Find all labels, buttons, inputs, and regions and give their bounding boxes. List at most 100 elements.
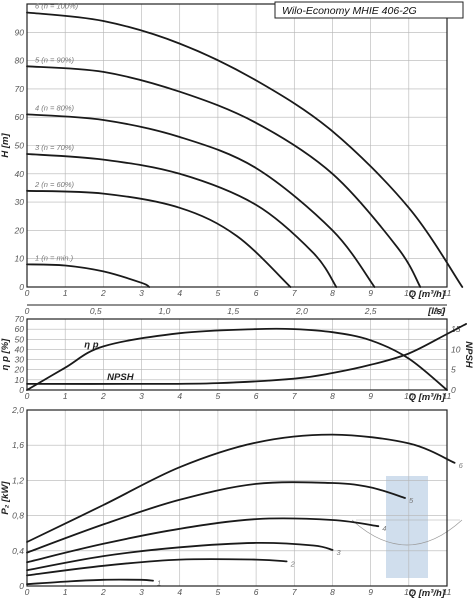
x-tick-label: 8: [330, 587, 335, 597]
x-axis-label: Q [m³/h]: [409, 289, 446, 300]
series-line-head-2: [26, 113, 376, 288]
secondary-x-tick-label: 1,0: [159, 306, 171, 316]
x-tick-label: 3: [139, 288, 144, 298]
x-tick-label: 9: [368, 391, 373, 401]
secondary-x-axis-label: [l/s]: [427, 306, 446, 317]
power-chart: 0 1 2 3 4 5 6 7 8 9 10 11 0 0,4 0,8 1,2 1,6 2,0 Q [m³/h] P₂…: [0, 405, 464, 599]
y-tick-label: 30: [15, 355, 25, 365]
title-frame: [274, 1, 464, 19]
chart-title: Wilo-Economy MHIE 406-2G: [282, 5, 417, 17]
x-tick-label: 10: [404, 288, 414, 298]
secondary-x-tick-label: 3,0: [433, 306, 445, 316]
x-tick-label: 11: [443, 288, 452, 298]
y-tick-label: 1,2: [12, 475, 24, 485]
series-line-head-3: [26, 153, 338, 288]
series-label: 4: [382, 524, 386, 533]
y-tick-label: 70: [15, 314, 25, 324]
series-label: 1 (n = min.): [35, 253, 74, 262]
x-tick-label: 0: [25, 587, 30, 597]
series-label: 2: [290, 559, 296, 568]
series-line-head-0: [26, 11, 464, 288]
y-tick-label: 10: [15, 254, 25, 264]
y-tick-label: 1,6: [12, 440, 24, 450]
series-label: 6: [459, 461, 464, 470]
x-tick-label: 8: [330, 391, 335, 401]
x-tick-label: 2: [100, 587, 106, 597]
series-label: 2 (n = 60%): [34, 180, 74, 189]
series-line-efficiency-npsh-1: [26, 323, 467, 385]
plot-frame: [26, 318, 448, 391]
x-tick-label: 7: [292, 587, 297, 597]
x-tick-label: 0: [25, 288, 30, 298]
series-label: 4 (n = 80%): [35, 103, 74, 112]
x-tick-label: 0: [25, 391, 30, 401]
x-tick-label: 3: [139, 587, 144, 597]
y-tick-label: 40: [15, 344, 25, 354]
secondary-x-tick-label: 1,5: [227, 306, 239, 316]
series-label: 5 (n = 90%): [35, 55, 74, 64]
x-tick-label: 7: [292, 391, 297, 401]
x-tick-label: 10: [404, 587, 414, 597]
x-tick-label: 5: [216, 391, 221, 401]
y-right-tick-label: 10: [451, 344, 461, 354]
y-tick-label: 30: [15, 197, 25, 207]
y-right-axis-label: NPSH: [463, 341, 474, 369]
y-tick-label: 0,8: [12, 511, 24, 521]
y-axis-label: H [m]: [0, 133, 11, 158]
series-line-power-5: [26, 578, 154, 586]
x-tick-label: 2: [100, 391, 106, 401]
series-label: 5: [409, 496, 414, 505]
x-tick-label: 11: [443, 587, 452, 597]
y-tick-label: 60: [15, 112, 25, 122]
y-tick-label: 50: [15, 141, 25, 151]
plot-frame: [26, 3, 448, 288]
secondary-x-tick-label: 0: [25, 306, 30, 316]
secondary-x-tick-label: 2,5: [364, 306, 377, 316]
x-tick-label: 9: [368, 288, 373, 298]
y-tick-label: 2,0: [11, 405, 24, 415]
x-tick-label: 8: [330, 288, 335, 298]
x-tick-label: 11: [443, 391, 452, 401]
x-tick-label: 1: [63, 288, 68, 298]
x-tick-label: 4: [177, 587, 182, 597]
title-box: Wilo-Economy MHIE 406-2G: [274, 1, 464, 19]
x-axis-label: Q [m³/h]: [409, 588, 446, 599]
x-tick-label: 7: [292, 288, 297, 298]
y-tick-label: 10: [15, 375, 25, 385]
x-tick-label: 4: [177, 391, 182, 401]
series-label: 3: [336, 548, 341, 557]
secondary-x-tick-label: 0,5: [90, 306, 102, 316]
series-line-power-2: [26, 517, 380, 564]
series-label: 3 (n = 70%): [35, 143, 74, 152]
y-tick-label: 20: [14, 365, 25, 375]
series-label: η p: [84, 339, 98, 350]
plot-frame: [26, 409, 448, 587]
series-line-efficiency-npsh-0: [26, 327, 448, 391]
y-right-tick-label: 5: [451, 365, 456, 375]
series-line-power-3: [26, 541, 334, 572]
y-tick-label: 50: [15, 334, 25, 344]
x-tick-label: 6: [254, 391, 259, 401]
x-tick-label: 3: [139, 391, 144, 401]
series-label: 6 (n = 100%): [35, 1, 79, 10]
y-tick-label: 0,4: [12, 546, 24, 556]
watermark-arc: [351, 519, 463, 546]
series-line-head-1: [26, 65, 422, 288]
y-tick-label: 0: [19, 581, 24, 591]
x-tick-label: 10: [404, 391, 414, 401]
x-tick-label: 4: [177, 288, 182, 298]
series-line-head-5: [26, 263, 151, 288]
x-tick-label: 1: [63, 587, 68, 597]
x-tick-label: 6: [254, 587, 259, 597]
secondary-x-tick-label: 2,0: [295, 306, 308, 316]
series-label: NPSH: [107, 372, 135, 383]
x-tick-label: 9: [368, 587, 373, 597]
y-tick-label: 20: [14, 225, 25, 235]
x-tick-label: 5: [216, 587, 221, 597]
y-tick-label: 60: [15, 324, 25, 334]
y-tick-label: 0: [19, 282, 24, 292]
y-right-tick-label: 0: [451, 385, 456, 395]
series-line-power-0: [26, 433, 456, 543]
